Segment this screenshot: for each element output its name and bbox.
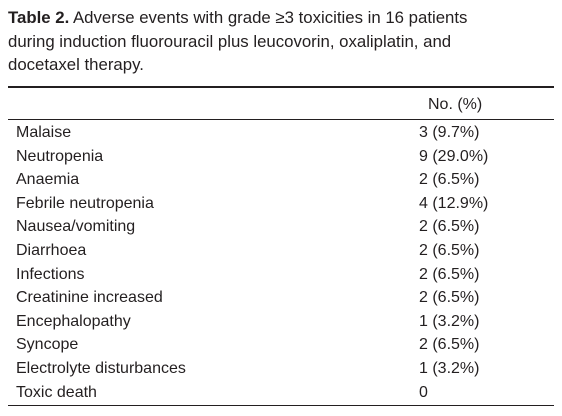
row-label: Electrolyte disturbances: [16, 360, 186, 377]
row-value: 2 (6.5%): [419, 218, 480, 236]
row-label: Encephalopathy: [16, 312, 131, 330]
row-label: Febrile neutropenia: [16, 194, 154, 212]
row-label: Malaise: [16, 124, 72, 141]
caption-label: Table 2.: [8, 8, 70, 27]
row-value: 2 (6.5%): [419, 171, 480, 189]
row-label: Neutropenia: [16, 147, 104, 165]
row-label: Anaemia: [16, 171, 80, 189]
top-rule: [8, 86, 554, 88]
row-value: 1 (3.2%): [419, 312, 480, 330]
row-value: 0: [419, 383, 428, 401]
caption-line: during induction fluorouracil plus leuco…: [8, 32, 452, 51]
row-value: 2 (6.5%): [419, 336, 480, 354]
row-label: Infections: [16, 265, 85, 283]
row-value: 4 (12.9%): [419, 194, 489, 212]
row-label: Nausea/vomiting: [16, 218, 136, 236]
row-value: 3 (9.7%): [419, 124, 480, 141]
row-label: Creatinine increased: [16, 289, 163, 307]
caption-line: docetaxel therapy.: [8, 55, 144, 74]
caption-text: Adverse events with grade ≥3 toxicities …: [69, 8, 468, 27]
row-value: 2 (6.5%): [419, 265, 480, 283]
header-cell: No. (%): [428, 96, 483, 113]
row-value: 2 (6.5%): [419, 242, 480, 259]
row-label: Diarrhoea: [16, 242, 87, 259]
caption-line: Table 2. Adverse events with grade ≥3 to…: [8, 8, 467, 28]
row-label: Syncope: [16, 336, 79, 354]
row-value: 1 (3.2%): [419, 360, 480, 377]
row-value: 2 (6.5%): [419, 289, 480, 307]
bottom-rule: [8, 405, 554, 406]
row-label: Toxic death: [16, 383, 97, 401]
row-value: 9 (29.0%): [419, 147, 489, 165]
header-rule: [8, 119, 554, 120]
